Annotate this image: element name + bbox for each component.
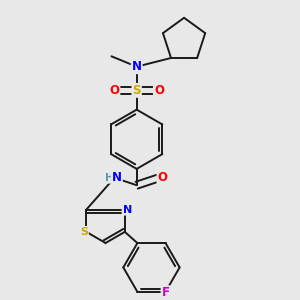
Text: S: S	[132, 84, 141, 97]
Text: O: O	[154, 84, 164, 97]
Text: N: N	[132, 60, 142, 73]
Text: O: O	[110, 84, 119, 97]
Text: N: N	[112, 171, 122, 184]
Text: H: H	[105, 173, 113, 183]
Text: N: N	[122, 205, 132, 214]
Text: S: S	[80, 227, 88, 237]
Text: O: O	[158, 171, 167, 184]
Text: F: F	[161, 286, 169, 299]
